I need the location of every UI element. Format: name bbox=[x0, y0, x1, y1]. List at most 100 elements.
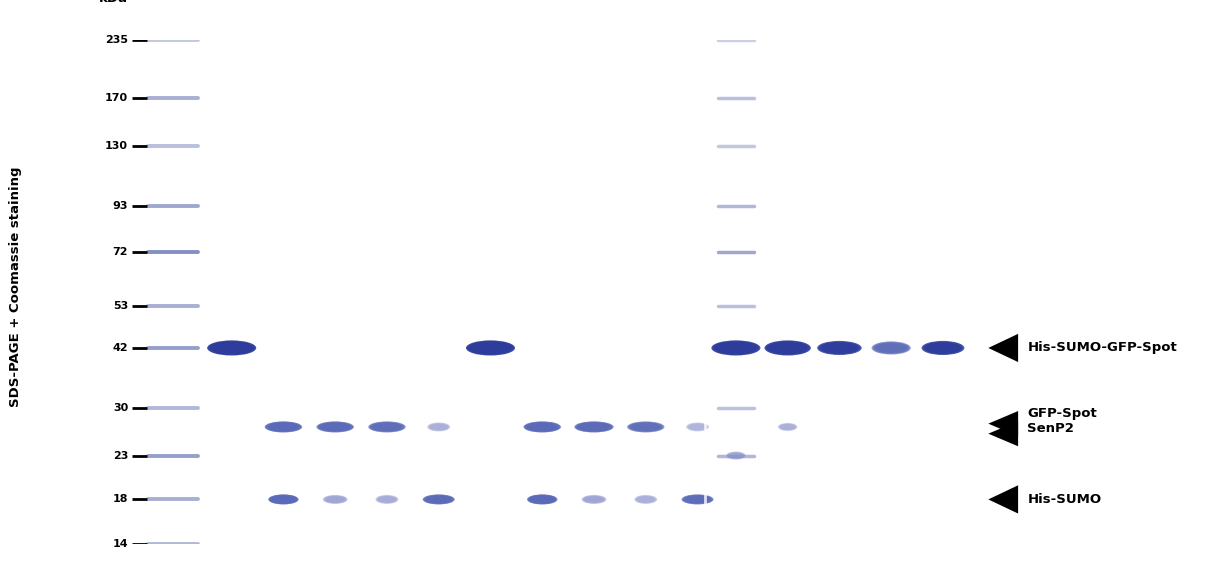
Ellipse shape bbox=[716, 343, 755, 354]
Polygon shape bbox=[989, 334, 1018, 362]
Ellipse shape bbox=[316, 421, 353, 433]
Ellipse shape bbox=[714, 342, 759, 355]
Ellipse shape bbox=[584, 496, 604, 503]
Ellipse shape bbox=[375, 495, 398, 504]
Ellipse shape bbox=[637, 496, 655, 503]
Text: 30: 30 bbox=[113, 403, 128, 413]
Ellipse shape bbox=[637, 496, 655, 503]
Ellipse shape bbox=[578, 422, 610, 431]
Ellipse shape bbox=[727, 452, 745, 459]
Ellipse shape bbox=[687, 423, 708, 430]
Text: 14: 14 bbox=[112, 539, 128, 550]
Ellipse shape bbox=[627, 421, 665, 433]
Ellipse shape bbox=[713, 341, 760, 355]
Ellipse shape bbox=[872, 342, 911, 355]
Ellipse shape bbox=[582, 495, 605, 504]
Ellipse shape bbox=[926, 343, 960, 353]
Ellipse shape bbox=[326, 496, 345, 503]
Ellipse shape bbox=[265, 422, 302, 432]
Ellipse shape bbox=[727, 453, 744, 459]
Text: 42: 42 bbox=[112, 343, 128, 353]
Ellipse shape bbox=[268, 422, 299, 431]
Ellipse shape bbox=[767, 342, 808, 355]
Ellipse shape bbox=[527, 423, 557, 431]
Text: 130: 130 bbox=[105, 141, 128, 151]
Ellipse shape bbox=[427, 496, 451, 503]
Ellipse shape bbox=[921, 341, 965, 355]
Ellipse shape bbox=[628, 422, 663, 432]
Ellipse shape bbox=[321, 423, 350, 431]
Ellipse shape bbox=[582, 496, 605, 503]
Ellipse shape bbox=[726, 452, 745, 460]
Ellipse shape bbox=[370, 422, 404, 431]
Ellipse shape bbox=[377, 496, 397, 503]
Ellipse shape bbox=[526, 422, 560, 431]
Ellipse shape bbox=[207, 340, 256, 355]
Ellipse shape bbox=[634, 495, 657, 504]
Ellipse shape bbox=[685, 496, 709, 503]
Ellipse shape bbox=[269, 423, 298, 431]
Ellipse shape bbox=[780, 424, 796, 430]
Ellipse shape bbox=[584, 496, 604, 503]
Ellipse shape bbox=[373, 423, 402, 430]
Text: 72: 72 bbox=[112, 246, 128, 257]
Ellipse shape bbox=[379, 496, 396, 503]
Ellipse shape bbox=[718, 343, 754, 353]
Text: SDS-PAGE + Coomassie staining: SDS-PAGE + Coomassie staining bbox=[10, 166, 22, 407]
Ellipse shape bbox=[780, 425, 795, 430]
Ellipse shape bbox=[526, 422, 558, 431]
Ellipse shape bbox=[368, 421, 405, 433]
Ellipse shape bbox=[574, 421, 614, 433]
Ellipse shape bbox=[270, 496, 297, 504]
Ellipse shape bbox=[686, 422, 709, 431]
Ellipse shape bbox=[927, 343, 959, 352]
Ellipse shape bbox=[371, 423, 402, 431]
Ellipse shape bbox=[320, 422, 351, 431]
Ellipse shape bbox=[687, 423, 708, 431]
Ellipse shape bbox=[820, 343, 859, 354]
Ellipse shape bbox=[528, 495, 556, 504]
Text: 93: 93 bbox=[112, 201, 128, 211]
Ellipse shape bbox=[269, 423, 298, 430]
Text: GFP-Spot
SenP2: GFP-Spot SenP2 bbox=[1028, 407, 1097, 435]
Ellipse shape bbox=[579, 423, 609, 430]
Ellipse shape bbox=[689, 423, 707, 430]
Text: 53: 53 bbox=[113, 301, 128, 311]
Ellipse shape bbox=[728, 453, 744, 458]
Ellipse shape bbox=[873, 342, 909, 354]
Ellipse shape bbox=[210, 342, 253, 355]
Ellipse shape bbox=[681, 494, 714, 504]
Ellipse shape bbox=[529, 496, 555, 504]
Ellipse shape bbox=[271, 496, 295, 503]
Ellipse shape bbox=[872, 342, 909, 354]
Ellipse shape bbox=[585, 496, 603, 503]
Ellipse shape bbox=[525, 422, 560, 432]
Ellipse shape bbox=[270, 495, 297, 504]
Ellipse shape bbox=[581, 495, 607, 504]
Ellipse shape bbox=[425, 496, 452, 504]
Ellipse shape bbox=[778, 423, 797, 431]
Ellipse shape bbox=[531, 496, 555, 503]
Ellipse shape bbox=[821, 343, 857, 353]
Ellipse shape bbox=[213, 343, 250, 353]
Ellipse shape bbox=[628, 422, 662, 431]
Ellipse shape bbox=[531, 496, 554, 503]
Ellipse shape bbox=[768, 342, 807, 354]
Ellipse shape bbox=[472, 343, 509, 353]
Ellipse shape bbox=[267, 422, 300, 431]
Ellipse shape bbox=[728, 453, 743, 458]
Ellipse shape bbox=[685, 496, 710, 503]
Ellipse shape bbox=[428, 423, 449, 431]
Ellipse shape bbox=[371, 422, 403, 431]
Ellipse shape bbox=[426, 496, 451, 503]
Ellipse shape bbox=[689, 424, 707, 430]
Ellipse shape bbox=[924, 342, 962, 354]
Text: His-SUMO: His-SUMO bbox=[1028, 493, 1101, 506]
Ellipse shape bbox=[779, 424, 796, 430]
Ellipse shape bbox=[575, 422, 613, 432]
Ellipse shape bbox=[273, 496, 294, 503]
Ellipse shape bbox=[819, 342, 860, 354]
Ellipse shape bbox=[779, 423, 796, 430]
Ellipse shape bbox=[429, 423, 449, 430]
Ellipse shape bbox=[822, 343, 856, 352]
